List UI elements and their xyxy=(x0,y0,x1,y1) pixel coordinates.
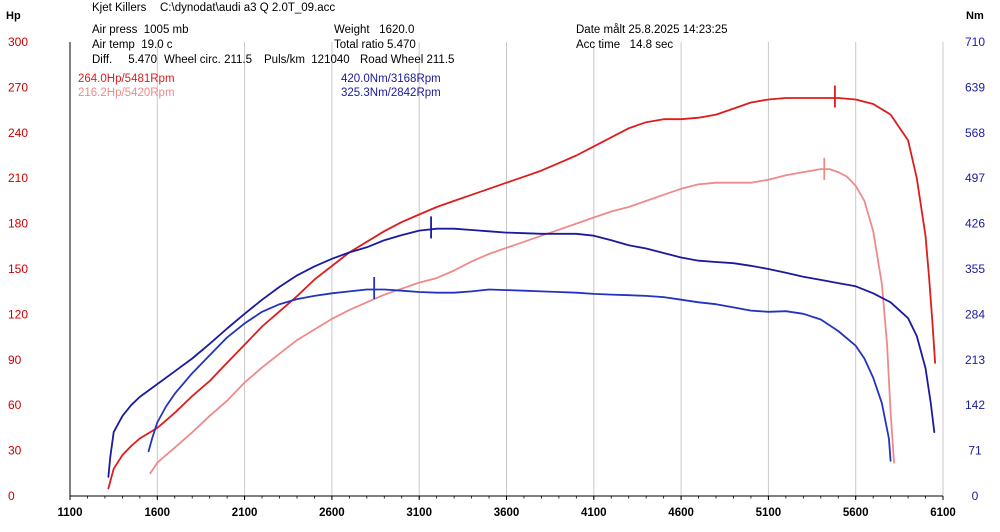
header-file: C:\dynodat\audi a3 Q 2.0T_09.acc xyxy=(160,2,336,14)
y-left-tick-label: 180 xyxy=(8,217,28,231)
x-tick-label: 3600 xyxy=(494,507,520,519)
y-right-tick-label: 284 xyxy=(965,307,985,321)
series-line-nm2 xyxy=(147,288,892,462)
y-right-tick-label: 71 xyxy=(968,444,982,458)
y-right-tick-label: 213 xyxy=(965,353,985,367)
y-right-tick-label: 426 xyxy=(965,217,985,231)
y-left-tick-label: 90 xyxy=(8,353,22,367)
header-date: Date målt 25.8.2025 14:23:25 xyxy=(576,24,728,36)
series-line-nm1 xyxy=(107,227,936,478)
header-total-ratio: Total ratio 5.470 xyxy=(334,39,416,51)
x-tick-label: 2600 xyxy=(319,507,345,519)
y-right-tick-label: 497 xyxy=(965,171,985,185)
x-tick-label: 4600 xyxy=(668,507,694,519)
x-tick-label: 4100 xyxy=(581,507,607,519)
y-right-tick-label: 142 xyxy=(965,398,985,412)
grid-lines xyxy=(69,42,944,496)
header-weight: Weight 1620.0 xyxy=(334,24,415,36)
tick-labels: 1100 1600 2100 2600 3100 3600 4100 4600 5100 5600… xyxy=(8,35,985,519)
chart-axes xyxy=(69,42,944,500)
header-air-temp: Air temp 19.0 c xyxy=(92,39,173,51)
peak-label-hp1: 264.0Hp/5481Rpm xyxy=(78,73,175,85)
header-diff: Diff. 5.470 xyxy=(92,54,157,66)
header-title: Kjet Killers xyxy=(92,2,147,14)
y-left-tick-label: 120 xyxy=(8,307,28,321)
y-right-tick-label: 0 xyxy=(972,489,979,503)
header-road-wheel: Road Wheel 211.5 xyxy=(360,54,455,66)
y-right-tick-label: 355 xyxy=(965,262,985,276)
x-tick-label: 3100 xyxy=(406,507,432,519)
header-acc-time: Acc time 14.8 sec xyxy=(576,39,674,51)
y-right-tick-label: 568 xyxy=(965,126,985,140)
peak-label-hp2: 216.2Hp/5420Rpm xyxy=(78,87,175,99)
y-right-tick-label: 710 xyxy=(965,35,985,49)
y-left-tick-label: 0 xyxy=(8,489,15,503)
header-puls-km: Puls/km 121040 xyxy=(264,54,350,66)
x-tick-label: 1600 xyxy=(145,507,171,519)
header-air-press: Air press 1005 mb xyxy=(92,24,189,36)
right-axis-unit: Nm xyxy=(966,10,984,22)
y-left-tick-label: 60 xyxy=(8,398,22,412)
series-line-hp2 xyxy=(149,168,895,475)
peak-markers xyxy=(373,85,836,299)
y-right-tick-label: 639 xyxy=(965,80,985,94)
peak-label-nm1: 420.0Nm/3168Rpm xyxy=(341,73,441,85)
x-tick-label: 2100 xyxy=(232,507,258,519)
x-tick-label: 1100 xyxy=(58,507,83,519)
header-wheel-circ: Wheel circ. 211.5 xyxy=(164,54,252,66)
y-left-tick-label: 300 xyxy=(8,35,28,49)
x-tick-label: 5600 xyxy=(843,507,869,519)
peak-label-nm2: 325.3Nm/2842Rpm xyxy=(341,87,441,99)
left-axis-unit: Hp xyxy=(6,10,21,22)
y-left-tick-label: 150 xyxy=(8,262,28,276)
series-lines xyxy=(107,97,936,490)
y-left-tick-label: 210 xyxy=(8,171,28,185)
y-left-tick-label: 270 xyxy=(8,80,28,94)
x-tick-label: 6100 xyxy=(930,507,956,519)
series-line-hp1 xyxy=(107,97,936,490)
y-left-tick-label: 30 xyxy=(8,444,22,458)
x-tick-label: 5100 xyxy=(756,507,782,519)
y-left-tick-label: 240 xyxy=(8,126,28,140)
